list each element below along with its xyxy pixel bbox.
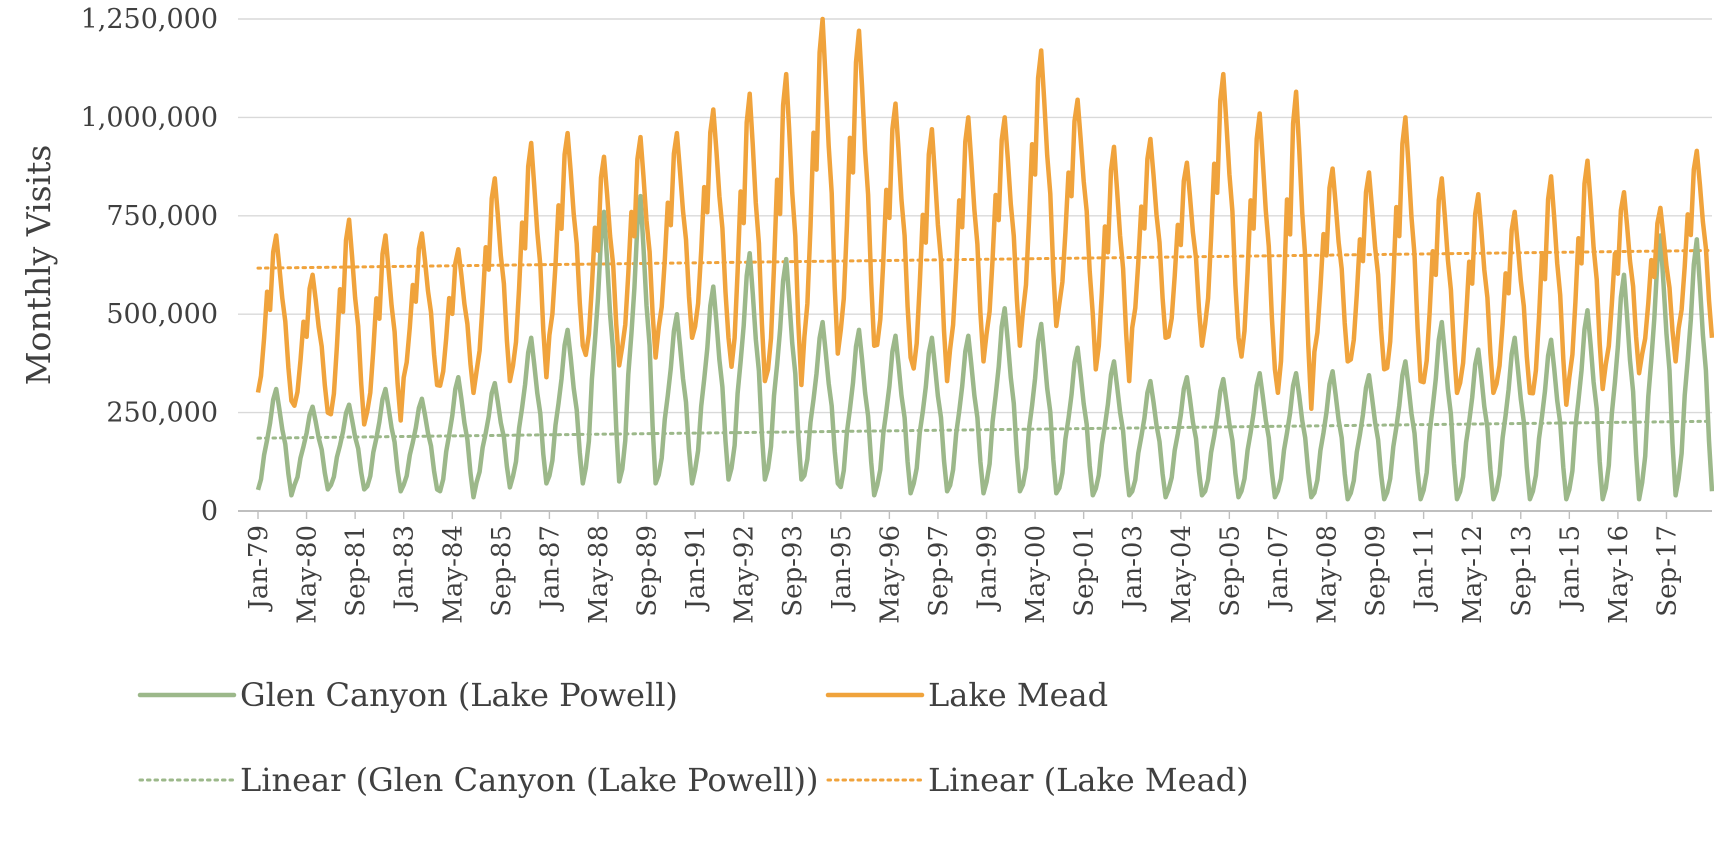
trend-line-glen-canyon — [256, 419, 1714, 440]
x-tick-label: Jan-99 — [973, 525, 1003, 613]
x-tick-label: Jan-95 — [827, 525, 857, 613]
x-tick-label: Sep-85 — [487, 525, 517, 617]
x-tick-label: May-12 — [1458, 525, 1488, 624]
x-tick-label: Sep-17 — [1652, 525, 1682, 617]
x-tick-label: Jan-87 — [535, 525, 565, 613]
x-tick-label: May-16 — [1604, 525, 1634, 624]
x-tick-label: Jan-11 — [1410, 525, 1440, 613]
y-tick-label: 1,000,000 — [81, 102, 218, 133]
series-line-lake-mead — [255, 16, 1714, 427]
trend-line-lake-mead — [256, 248, 1714, 270]
y-axis-title: Monthly Visits — [19, 145, 58, 386]
x-tick-label: Sep-05 — [1215, 525, 1245, 617]
x-tick-label: May-04 — [1167, 525, 1197, 624]
x-tick-label: Jan-15 — [1555, 525, 1585, 613]
y-tick-label: 250,000 — [106, 398, 218, 429]
x-tick-label: May-84 — [438, 525, 468, 624]
x-tick-label: May-88 — [584, 525, 614, 624]
x-axis-ticks: Jan-79 May-80 Sep-81 Jan-83 May-84 Sep-85 Jan-… — [244, 511, 1682, 624]
x-tick-label: Sep-81 — [341, 525, 371, 617]
x-tick-label: May-08 — [1312, 525, 1342, 624]
x-tick-label: Jan-91 — [681, 525, 711, 613]
x-tick-label: May-92 — [730, 525, 760, 624]
x-tick-label: Jan-03 — [1118, 525, 1148, 613]
series-lines — [255, 16, 1714, 502]
y-tick-label: 750,000 — [106, 201, 218, 232]
x-tick-label: May-96 — [875, 525, 905, 624]
legend-label: Glen Canyon (Lake Powell) — [240, 676, 678, 714]
x-tick-label: Sep-09 — [1361, 525, 1391, 617]
legend-label: Lake Mead — [928, 676, 1108, 714]
x-tick-label: Sep-93 — [778, 525, 808, 617]
y-tick-label: 0 — [201, 496, 218, 527]
x-tick-label: Jan-79 — [244, 525, 274, 613]
x-tick-label: Jan-07 — [1264, 525, 1294, 613]
y-tick-label: 1,250,000 — [81, 4, 218, 35]
x-tick-label: May-80 — [293, 525, 323, 624]
x-tick-label: Sep-97 — [924, 525, 954, 617]
x-tick-label: Sep-01 — [1070, 525, 1100, 617]
legend: Glen Canyon (Lake Powell) Lake Mead Linear… — [137, 676, 1249, 799]
y-tick-label: 500,000 — [106, 299, 218, 330]
x-tick-label: Jan-83 — [390, 525, 420, 613]
x-tick-label: Sep-13 — [1507, 525, 1537, 617]
x-tick-label: May-00 — [1021, 525, 1051, 624]
series-line-glen-canyon — [255, 193, 1714, 502]
x-tick-label: Sep-89 — [633, 525, 663, 617]
legend-label: Linear (Glen Canyon (Lake Powell)) — [240, 761, 818, 799]
legend-label: Linear (Lake Mead) — [928, 761, 1249, 799]
y-axis-ticks: 0 250,000 500,000 750,000 1,000,000 1,250,000 — [81, 4, 218, 527]
